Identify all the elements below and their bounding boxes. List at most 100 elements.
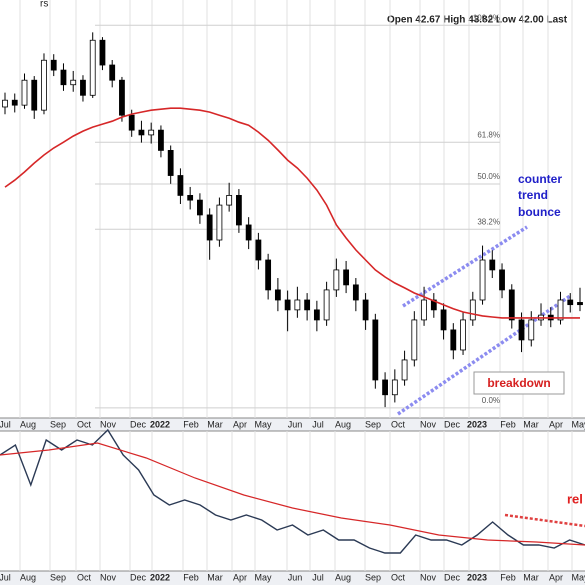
x-tick-label: 2023 [467,419,487,429]
candle-body [99,39,106,66]
chart-title: rs [40,0,48,10]
candle-body [382,379,388,396]
x-tick-label: Feb [183,572,199,582]
candle-body [343,269,350,286]
x-tick-label: Jun [288,419,303,429]
x-tick-label: Dec [130,572,147,582]
resistance-line [504,513,585,528]
x-tick-label: Sep [365,572,381,582]
annotation: rel [567,491,583,506]
x-tick-label: Dec [444,572,461,582]
fib-label: 50.0% [477,172,500,181]
candle-body [294,299,301,311]
candle-body [148,129,155,136]
candle-body [177,175,184,196]
x-tick-label: Jul [0,572,11,582]
x-tick-label: Dec [130,419,147,429]
relative-strength-line [0,428,585,554]
candle-body [323,289,330,321]
x-tick-label: May [571,572,585,582]
candle-body [206,214,213,241]
candle-body [21,79,28,106]
candle-body [167,150,174,176]
candle-body [226,195,233,206]
candle-body [499,269,505,291]
annotation-box [473,371,565,395]
candle-body [274,289,281,301]
x-tick-label: Jul [312,419,324,429]
candle-body [313,309,320,321]
candle-body [138,129,145,136]
x-tick-label: Aug [20,419,36,429]
candle-body [158,129,164,151]
annotation: breakdown [487,376,550,390]
x-tick-label: Mar [207,419,223,429]
candle-body [245,224,252,241]
x-tick-label: Oct [77,572,92,582]
x-tick-label: Apr [549,572,563,582]
candle-body [60,69,67,86]
candle-body [197,199,203,216]
candle-body [518,319,525,341]
candle-body [469,299,476,321]
x-tick-label: Sep [365,419,381,429]
candle-body [557,299,564,321]
x-tick-label: Feb [183,419,199,429]
candle-body [216,204,223,241]
candle-body [450,329,457,351]
x-tick-label: Sep [50,419,66,429]
candle-body [2,99,8,108]
annotation: counter [518,172,562,186]
candle-body [489,259,496,271]
price-plot [2,32,583,408]
candle-body [440,309,447,331]
x-tick-label: Oct [77,419,92,429]
ohlc-header: Open 42.67 High 43.82 Low 42.00 Last [387,15,568,26]
candle-body [508,289,515,321]
candle-body [479,259,486,301]
fib-label: 0.0% [482,396,500,405]
x-tick-label: Apr [233,419,247,429]
candle-body [577,302,583,306]
candle-body [411,319,418,361]
x-tick-label: Nov [420,572,437,582]
candle-body [235,195,242,226]
candle-body [50,59,57,71]
candle-body [304,299,311,311]
candle-body [567,299,574,306]
x-tick-label: Dec [444,419,461,429]
annotation: bounce [518,205,561,219]
x-tick-label: Aug [20,572,36,582]
annotation: trend [518,188,548,202]
x-tick-label: Aug [335,572,351,582]
x-tick-label: 2023 [467,572,487,582]
candle-body [401,359,408,381]
x-tick-label: Apr [549,419,563,429]
x-axis-band [0,571,585,585]
channel-line [402,225,528,308]
candle-body [284,299,291,311]
x-axis-band [0,418,585,431]
x-tick-label: Nov [100,572,117,582]
grid [19,0,573,571]
x-tick-label: Jun [288,572,303,582]
lower-plot [0,428,585,554]
candle-body [70,79,77,86]
candle-body [128,114,135,131]
x-tick-label: Nov [100,419,117,429]
candle-body [362,299,369,321]
x-tick-label: May [571,419,585,429]
candle-body [528,319,535,341]
x-tick-label: Sep [50,572,66,582]
x-tick-label: May [254,572,272,582]
candle-body [265,259,272,291]
candle-body [31,79,38,111]
candle-body [333,269,340,291]
x-tick-label: Mar [523,419,539,429]
x-tick-label: 2022 [150,572,170,582]
x-tick-label: May [254,419,272,429]
candle-body [372,319,379,381]
